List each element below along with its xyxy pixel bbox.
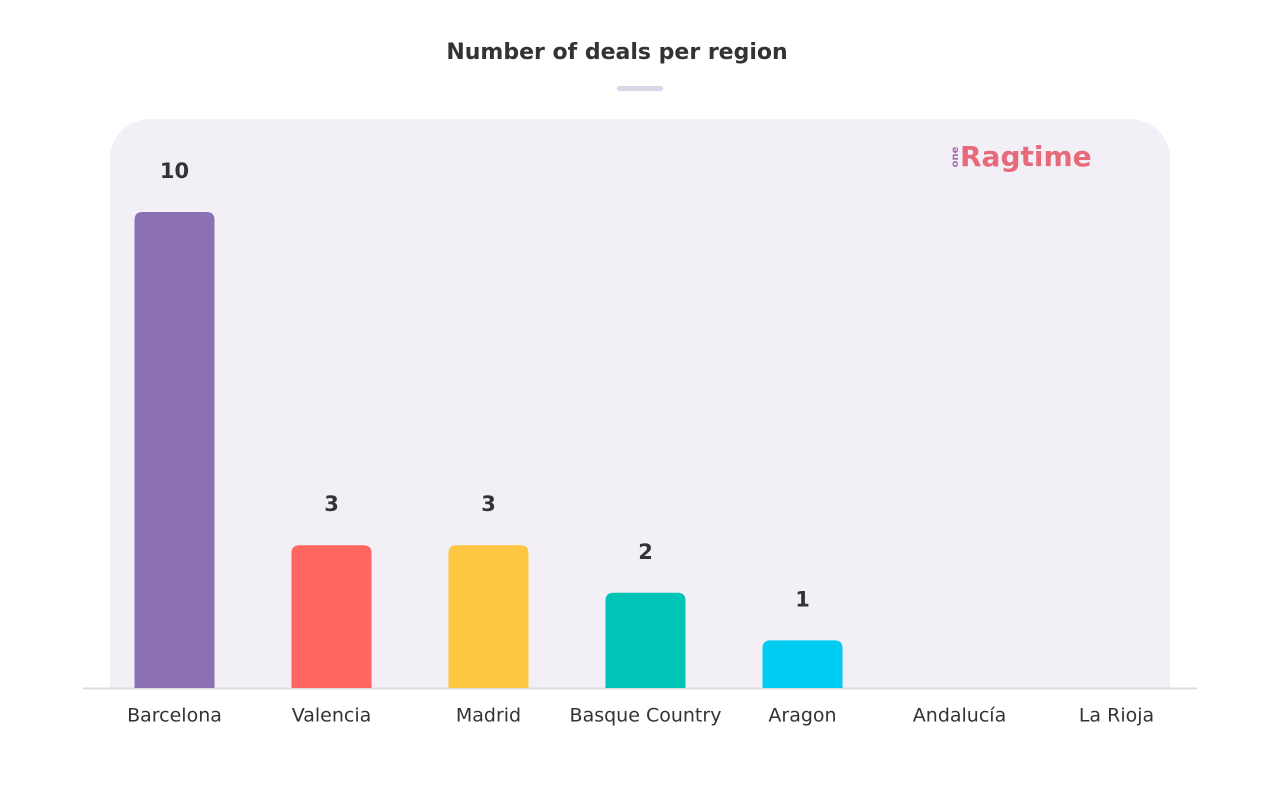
chart-title: Number of deals per region	[446, 40, 787, 65]
value-label: 3	[481, 492, 496, 516]
value-label: 3	[324, 492, 339, 516]
x-tick-label: Valencia	[292, 705, 372, 727]
bar	[448, 545, 529, 688]
bar	[762, 640, 843, 688]
title-underline	[617, 86, 663, 91]
value-label: 2	[638, 540, 653, 564]
bar	[291, 545, 372, 688]
plot-panel	[110, 119, 1170, 688]
x-tick-label: Andalucía	[913, 705, 1006, 727]
x-tick-label: Madrid	[456, 705, 521, 727]
x-tick-label: La Rioja	[1079, 705, 1154, 727]
bar	[134, 212, 215, 688]
x-tick-label: Barcelona	[127, 705, 222, 727]
x-tick-label: Aragon	[768, 705, 836, 727]
x-tick-label: Basque Country	[570, 705, 722, 727]
value-label: 1	[795, 587, 810, 611]
logo-prefix: one	[950, 146, 961, 167]
bar	[605, 592, 686, 688]
value-label: 10	[160, 159, 189, 183]
logo-name: Ragtime	[960, 140, 1092, 173]
